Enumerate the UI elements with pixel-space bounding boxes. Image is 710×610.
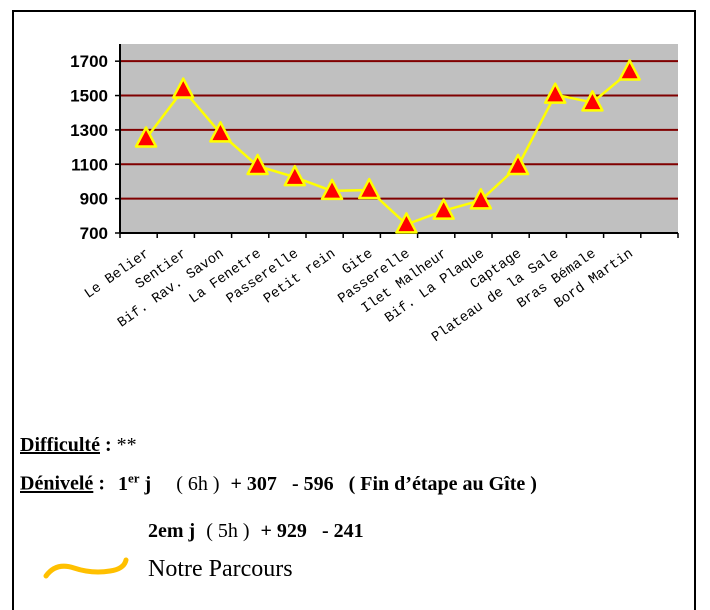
day1-note: ( Fin d’étape au Gîte ) [348,472,537,495]
y-tick-label: 1300 [70,121,108,140]
day1-j: j [139,472,152,495]
day1-descent: - 596 [291,472,334,495]
difficulty-label: Difficulté [20,434,100,456]
denivele-line: Dénivelé : 1er j ( 6h ) + 307 - 596 ( Fi… [20,470,537,496]
difficulty-line: Difficulté : ** [20,434,137,457]
y-tick-label: 1500 [70,87,108,106]
day2-line: 2em j ( 5h ) + 929 - 241 [148,520,364,543]
day2-descent: - 241 [321,520,364,542]
day2-label: 2em j [148,520,196,542]
y-tick-label: 1100 [71,155,108,174]
data-point-marker [469,188,493,210]
data-point-marker [209,121,232,143]
data-point-marker [246,153,269,176]
day2-ascent: + 929 [260,520,307,542]
data-point-marker [134,126,158,148]
legend-label: Notre Parcours [148,556,293,582]
difficulty-value: ** [116,434,137,456]
data-point-marker [320,178,344,201]
data-point-marker [283,164,307,187]
difficulty-colon: : [99,434,112,456]
data-point-marker [357,177,381,200]
plot-area [120,44,678,233]
gridlines [120,60,678,200]
route-legend-swatch [43,557,129,579]
data-point-marker [618,59,641,81]
day2-time: ( 5h ) [206,520,250,542]
denivele-colon: : [93,472,105,495]
y-tick-label: 900 [80,190,108,209]
elevation-chart: 1700 1500 1300 1100 900 700 Le BelierSentierB… [70,44,679,346]
day1-time: ( 6h ) [176,472,220,495]
denivele-label: Dénivelé [20,472,94,495]
day1-superscript: er [127,470,140,485]
y-tick-label: 700 [80,224,108,243]
data-point-marker [581,90,604,112]
y-axis-ticks: 1700 1500 1300 1100 900 700 [70,52,120,243]
data-point-marker [543,82,567,104]
series-markers [134,59,641,234]
data-point-marker [432,198,455,220]
day1-ascent: + 307 [230,472,277,495]
y-tick-label: 1700 [70,52,108,71]
day1-number: 1 [117,472,128,495]
data-point-marker [171,77,195,99]
data-point-marker [506,153,530,176]
day1-label: 1er j [117,470,152,495]
data-point-marker [395,212,418,234]
document-frame [12,10,696,610]
